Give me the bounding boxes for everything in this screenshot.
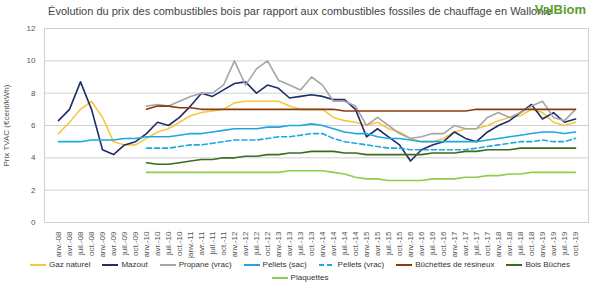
- svg-text:janv.-09: janv.-09: [98, 231, 107, 258]
- html-text:Mazout: Mazout: [121, 260, 148, 269]
- html-text:Gaz naturel: Gaz naturel: [49, 260, 91, 269]
- html-text:Bois Bûches: Bois Bûches: [525, 260, 570, 269]
- svg-text:avr.-18: avr.-18: [505, 231, 514, 256]
- svg-text:8: 8: [31, 89, 36, 98]
- svg-text:juil.-12: juil.-12: [252, 231, 261, 256]
- svg-text:oct.-12: oct.-12: [263, 231, 272, 256]
- svg-text:janv.-15: janv.-15: [362, 231, 371, 258]
- svg-text:juil.-11: juil.-11: [208, 231, 217, 256]
- svg-text:10: 10: [27, 56, 36, 65]
- svg-text:4: 4: [31, 153, 36, 162]
- svg-text:janv.-16: janv.-16: [406, 231, 415, 258]
- svg-text:Prix TVAC (€cent/kWh): Prix TVAC (€cent/kWh): [2, 84, 11, 166]
- html-text:Pellets (vrac): Pellets (vrac): [337, 260, 385, 269]
- svg-text:12: 12: [27, 24, 36, 33]
- svg-text:avr.-15: avr.-15: [373, 231, 382, 256]
- html-text:Propane (vrac): Propane (vrac): [178, 260, 232, 269]
- svg-text:oct.-08: oct.-08: [87, 231, 96, 256]
- svg-text:6: 6: [31, 121, 36, 130]
- svg-text:avr.-13: avr.-13: [285, 231, 294, 256]
- svg-text:oct.-10: oct.-10: [175, 231, 184, 256]
- svg-text:juil.-16: juil.-16: [428, 231, 437, 256]
- svg-text:avr.-16: avr.-16: [417, 231, 426, 256]
- svg-text:avr.-19: avr.-19: [549, 231, 558, 256]
- svg-text:oct.-15: oct.-15: [395, 231, 404, 256]
- svg-text:juil.-18: juil.-18: [516, 231, 525, 256]
- svg-text:avr.-17: avr.-17: [461, 231, 470, 256]
- svg-text:avr.-08: avr.-08: [65, 231, 74, 256]
- svg-text:oct.-16: oct.-16: [439, 231, 448, 256]
- svg-text:avr.-10: avr.-10: [153, 231, 162, 256]
- svg-text:oct.-18: oct.-18: [527, 231, 536, 256]
- svg-text:oct.-11: oct.-11: [219, 231, 228, 255]
- svg-text:0: 0: [31, 218, 36, 227]
- svg-text:janv.-13: janv.-13: [274, 231, 283, 258]
- svg-text:avr.-12: avr.-12: [241, 231, 250, 256]
- svg-text:janv.-17: janv.-17: [450, 231, 459, 258]
- svg-text:oct.-19: oct.-19: [571, 231, 580, 256]
- svg-text:juil.-08: juil.-08: [76, 231, 85, 256]
- svg-text:oct.-17: oct.-17: [483, 231, 492, 256]
- svg-text:juil.-13: juil.-13: [296, 231, 305, 256]
- svg-text:juil.-14: juil.-14: [340, 231, 349, 256]
- svg-text:janv.-08: janv.-08: [54, 231, 63, 258]
- svg-text:juil.-09: juil.-09: [120, 231, 129, 256]
- svg-text:janv.-14: janv.-14: [318, 231, 327, 258]
- svg-text:juil.-15: juil.-15: [384, 231, 393, 256]
- svg-text:janv.-11: janv.-11: [186, 231, 195, 258]
- svg-text:oct.-09: oct.-09: [131, 231, 140, 256]
- svg-text:juil.-10: juil.-10: [164, 231, 173, 256]
- html-text:Pellets (sac): Pellets (sac): [262, 260, 307, 269]
- html-text:ValBiom: ValBiom: [534, 2, 586, 17]
- html-text:Évolution du prix des combusti: Évolution du prix des combustibles bois …: [48, 5, 552, 17]
- svg-text:avr.-14: avr.-14: [329, 231, 338, 256]
- svg-text:avr.-11: avr.-11: [197, 231, 206, 255]
- svg-text:janv.-18: janv.-18: [494, 231, 503, 258]
- svg-text:janv.-19: janv.-19: [538, 231, 547, 258]
- svg-text:juil.-19: juil.-19: [560, 231, 569, 256]
- svg-text:janv.-12: janv.-12: [230, 231, 239, 258]
- svg-text:oct.-13: oct.-13: [307, 231, 316, 256]
- svg-text:oct.-14: oct.-14: [351, 231, 360, 256]
- svg-text:juil.-17: juil.-17: [472, 231, 481, 256]
- html-text:Bûchettes de résineux: Bûchettes de résineux: [415, 260, 495, 269]
- svg-text:2: 2: [31, 186, 36, 195]
- html-text:Plaquettes: Plaquettes: [290, 273, 329, 282]
- svg-text:janv.-10: janv.-10: [142, 231, 151, 258]
- svg-text:avr.-09: avr.-09: [109, 231, 118, 256]
